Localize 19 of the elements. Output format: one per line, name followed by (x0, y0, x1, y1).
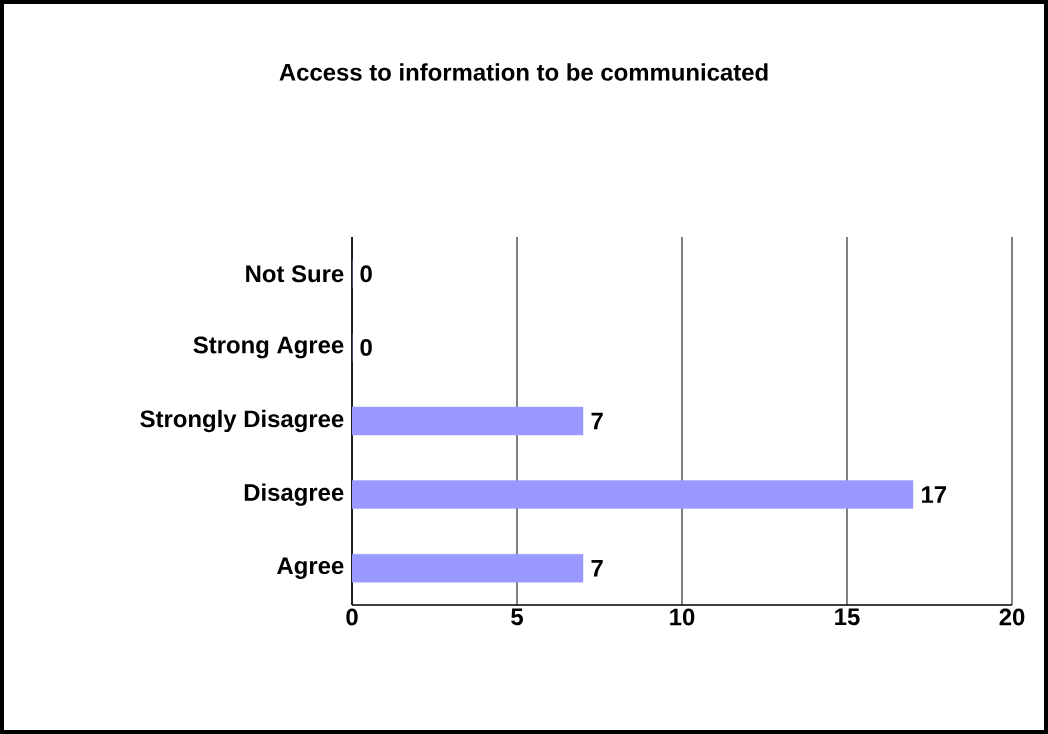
data-label: 17 (922, 486, 947, 503)
data-label: 7 (591, 559, 603, 577)
data-label: 0 (360, 338, 372, 356)
bar (352, 406, 584, 436)
x-tick-label: 20 (999, 608, 1025, 626)
bar (352, 480, 914, 509)
y-tick-label: Disagree (244, 483, 344, 506)
chart-title: Access to information to be communicated (279, 63, 768, 81)
data-label: 7 (591, 412, 603, 430)
bar (352, 553, 584, 583)
y-tick-label: Agree (277, 557, 344, 579)
x-tick-label: 0 (346, 608, 358, 626)
x-tick-label: 10 (670, 608, 695, 626)
y-tick-label: Strong Agree (193, 336, 344, 359)
x-tick-label: 5 (511, 608, 523, 626)
y-tick-label: Not Sure (246, 265, 344, 283)
x-tick-label: 15 (835, 608, 860, 626)
y-tick-label: Strongly Disagree (140, 409, 344, 433)
data-label: 0 (360, 265, 372, 283)
